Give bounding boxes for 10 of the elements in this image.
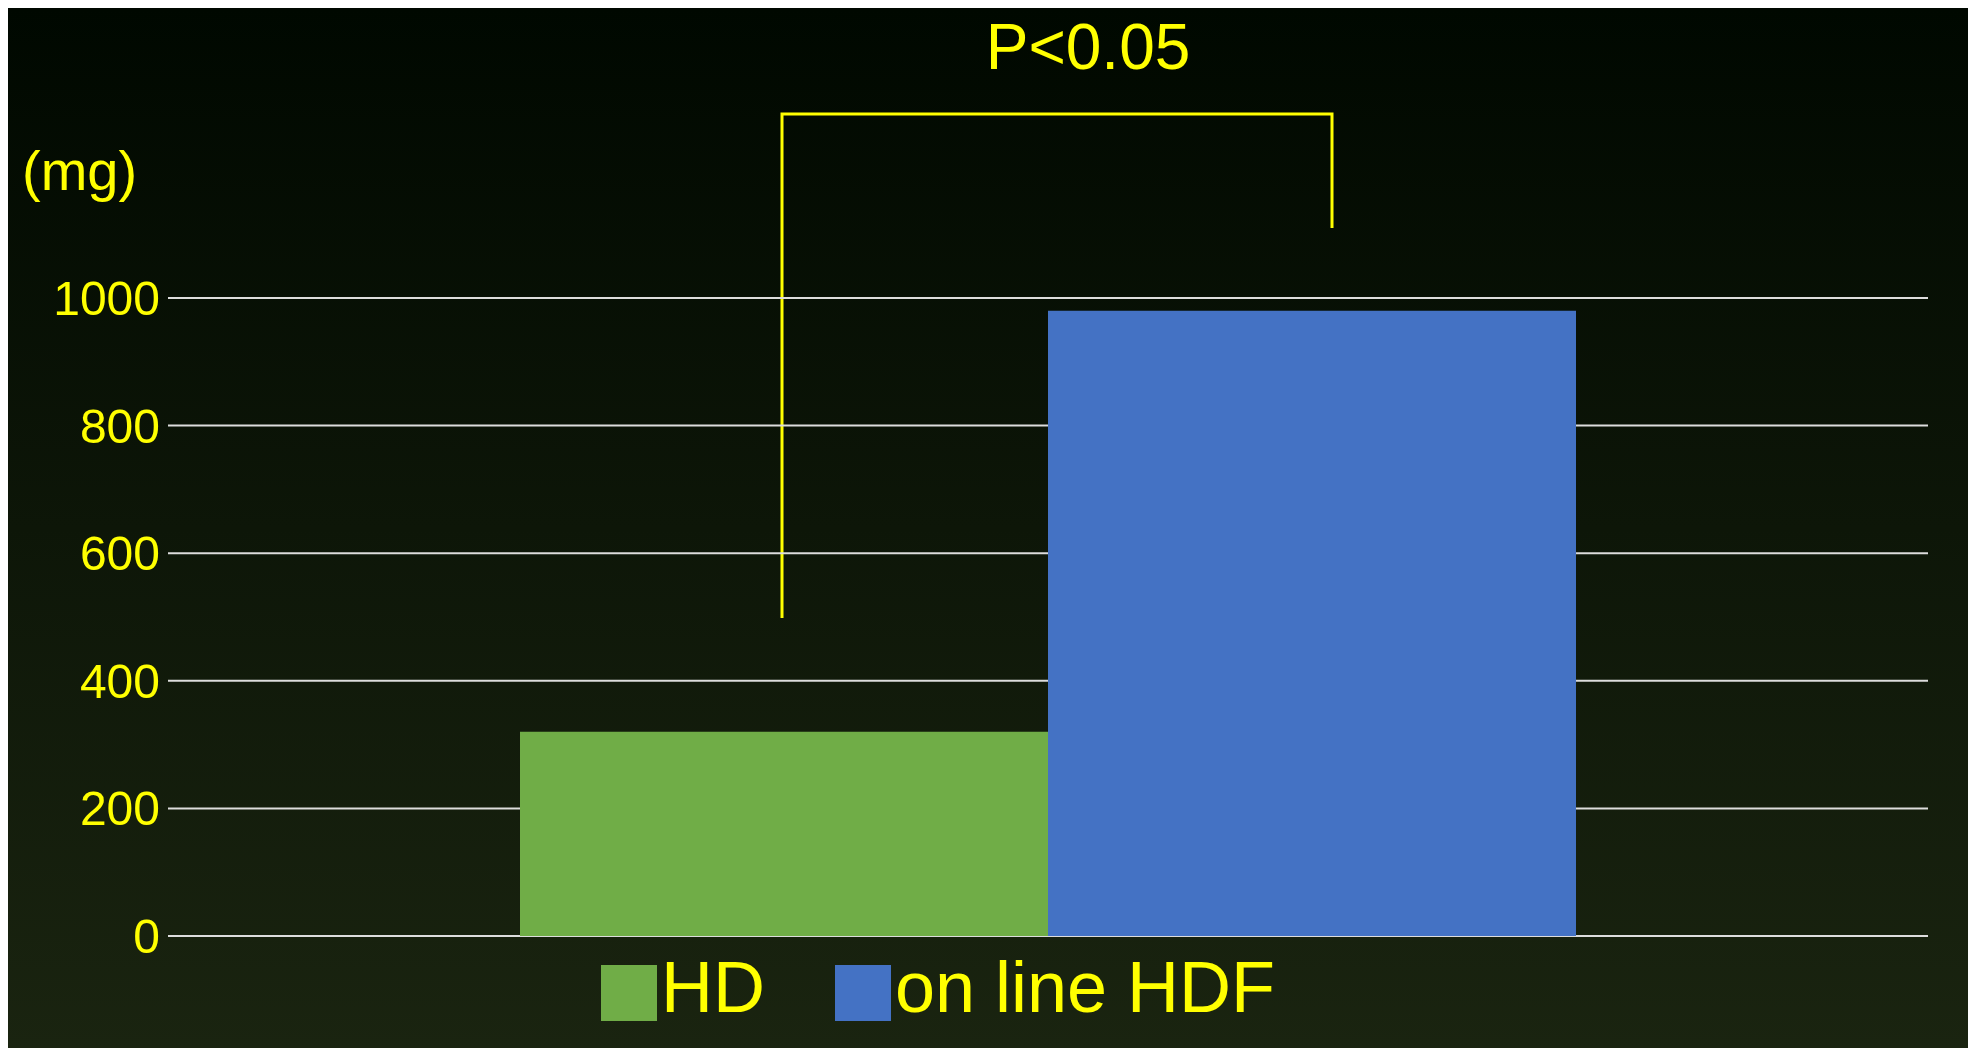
legend-label: on line HDF bbox=[894, 947, 1276, 1027]
legend-label: HD bbox=[660, 947, 765, 1027]
y-tick-label: 1000 bbox=[53, 272, 160, 326]
y-tick-label: 400 bbox=[79, 654, 160, 708]
y-tick-label: 800 bbox=[79, 399, 160, 453]
text: P<0.05 bbox=[984, 10, 1192, 84]
y-tick-label: 600 bbox=[79, 527, 160, 581]
y-tick-label: 200 bbox=[79, 782, 160, 836]
y-tick-label: 0 bbox=[133, 910, 160, 964]
y-axis-title: (mg) bbox=[22, 138, 138, 203]
